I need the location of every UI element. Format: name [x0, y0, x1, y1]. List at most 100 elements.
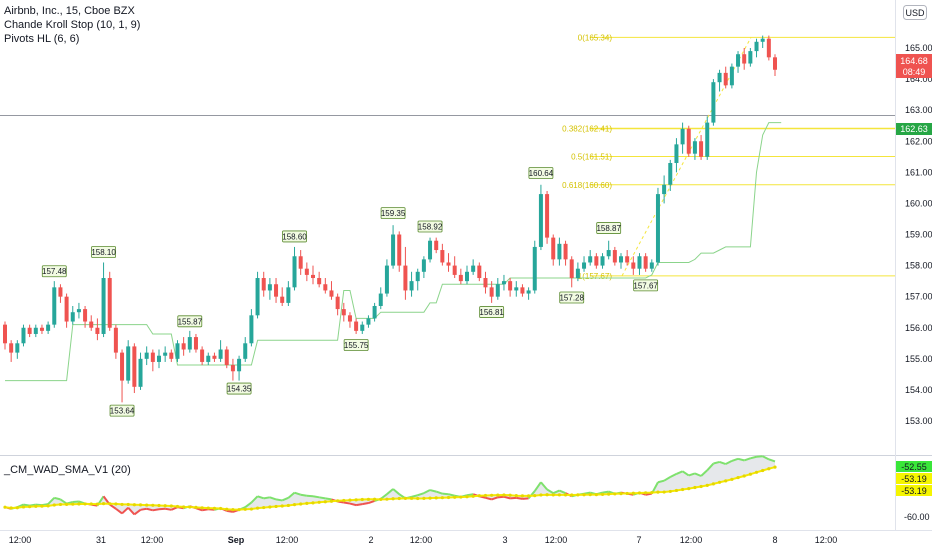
candle-body	[249, 315, 254, 344]
candle-body	[335, 296, 340, 310]
pivot-label-low: 154.35	[226, 382, 252, 395]
wad-sma-dot	[299, 502, 303, 506]
wad-sma-dot	[693, 485, 697, 490]
chande-kroll-stop-line	[5, 122, 782, 382]
wad-sma-dot	[391, 497, 395, 501]
wad-sma-dot	[520, 494, 525, 498]
candle-body	[563, 243, 568, 260]
wad-sma-dot	[668, 489, 672, 494]
pivot-label-high: 158.10	[91, 246, 116, 258]
time-tick-label: 8	[772, 535, 777, 545]
candle-body	[212, 355, 217, 359]
wad-sma-dot	[483, 493, 488, 498]
candle-body	[545, 194, 550, 238]
wad-sma-dot	[607, 492, 611, 496]
indicator-pivots-hl[interactable]: Pivots HL (6, 6)	[4, 33, 80, 45]
candle-body	[391, 234, 396, 266]
candle-body	[495, 284, 500, 297]
wad-sma-dot	[496, 493, 500, 497]
pivot-label-high: 158.92	[417, 220, 443, 233]
currency-badge[interactable]: USD	[903, 5, 927, 20]
wad-line-segment	[743, 457, 751, 462]
wad-sma-dot	[40, 504, 44, 508]
wad-legend[interactable]: _CM_WAD_SMA_V1 (20)	[4, 464, 131, 476]
wad-sma-dot	[206, 506, 210, 510]
wad-sma-dot	[742, 474, 746, 478]
candle-body	[600, 256, 605, 266]
wad-sma-dot	[194, 505, 198, 509]
candle-body	[729, 66, 734, 86]
wad-sma-dot	[761, 468, 765, 473]
wad-sma-dot	[237, 508, 241, 512]
svg-text:157.28: 157.28	[559, 293, 584, 302]
wad-line-segment	[448, 493, 455, 497]
wad-sma-dot	[145, 503, 149, 507]
symbol-title[interactable]: Airbnb, Inc., 15, Cboe BZX	[4, 5, 135, 17]
fibonacci-levels[interactable]: 0(165.34) 0.382(162.41) 0.5(161.51) 0.618(1…	[562, 33, 895, 281]
time-tick-label: 12:00	[680, 535, 703, 545]
candle-body	[33, 327, 38, 334]
wad-line-segment	[300, 493, 308, 497]
price-axis[interactable]: 165.00 164.00 163.00 162.00 161.00 160.00 159.…	[905, 43, 932, 426]
wad-line-segment	[115, 507, 123, 515]
wad-line-segment	[602, 490, 609, 494]
chart-legend[interactable]: Airbnb, Inc., 15, Cboe BZX Chande Kroll …	[4, 4, 140, 46]
candle-body	[458, 274, 463, 282]
price-tick-label: 153.00	[905, 416, 932, 426]
time-tick-label: 12:00	[141, 535, 164, 545]
wad-line-segment	[429, 489, 437, 493]
candle-body	[428, 240, 433, 260]
candle-body	[280, 296, 285, 303]
wad-sma-dot	[212, 506, 217, 510]
candle-body	[575, 268, 580, 279]
candle-body	[21, 327, 26, 344]
price-tick-label: 161.00	[905, 167, 932, 177]
price-tick-label: 164.00	[905, 74, 932, 84]
svg-text:159.35: 159.35	[381, 209, 406, 218]
wad-line-segment	[750, 455, 757, 460]
wad-sma-dot	[21, 505, 26, 509]
candle-body	[766, 38, 771, 58]
wad-sma-dot	[717, 480, 722, 484]
candle-body	[347, 315, 352, 322]
price-tick-label: 165.00	[905, 43, 932, 53]
wad-sma-dot	[490, 493, 494, 497]
candle-body	[397, 234, 402, 266]
wad-sma-dot	[514, 494, 518, 498]
candle-body	[612, 250, 617, 263]
svg-text:153.64: 153.64	[110, 407, 135, 416]
wad-sma-dot	[385, 497, 389, 501]
indicator-wad-sma[interactable]: _CM_WAD_SMA_V1 (20)	[4, 464, 131, 476]
wad-line-segment	[669, 473, 677, 478]
time-tick-label: 12:00	[9, 535, 32, 545]
candle-body	[742, 54, 747, 64]
wad-line-segment	[349, 502, 357, 507]
candle-body	[471, 265, 476, 272]
candle-body	[514, 287, 519, 291]
wad-line-segment	[719, 461, 727, 465]
candle-body	[538, 194, 543, 247]
wad-sma-dot	[151, 503, 155, 507]
indicator-chande-kroll-stop[interactable]: Chande Kroll Stop (10, 1, 9)	[4, 19, 141, 31]
candle-body	[440, 250, 445, 263]
wad-line-segment	[195, 507, 203, 512]
svg-text:158.92: 158.92	[418, 222, 443, 231]
wad-line-segment	[552, 489, 560, 495]
currency-label: USD	[905, 8, 925, 18]
wad-line-segment	[343, 501, 351, 505]
wad-line-segment	[768, 458, 776, 463]
wad-sma-dot	[305, 501, 309, 505]
time-tick-label: 12:00	[815, 535, 838, 545]
wad-line-segment	[59, 498, 68, 505]
time-axis[interactable]: 12:00 31 12:00 Sep 12:00 2 12:00 3 12:00 7 12:00 8 1…	[9, 535, 838, 545]
candle-body	[508, 281, 513, 291]
candle-body	[557, 243, 562, 260]
price-tick-label: 157.00	[905, 292, 932, 302]
wad-sma-dot	[724, 479, 728, 483]
candle-body	[261, 278, 266, 291]
candle-body	[501, 281, 506, 285]
price-tick-label: 158.00	[905, 261, 932, 271]
candle-body	[46, 324, 51, 331]
wad-sma-dot	[126, 502, 130, 507]
